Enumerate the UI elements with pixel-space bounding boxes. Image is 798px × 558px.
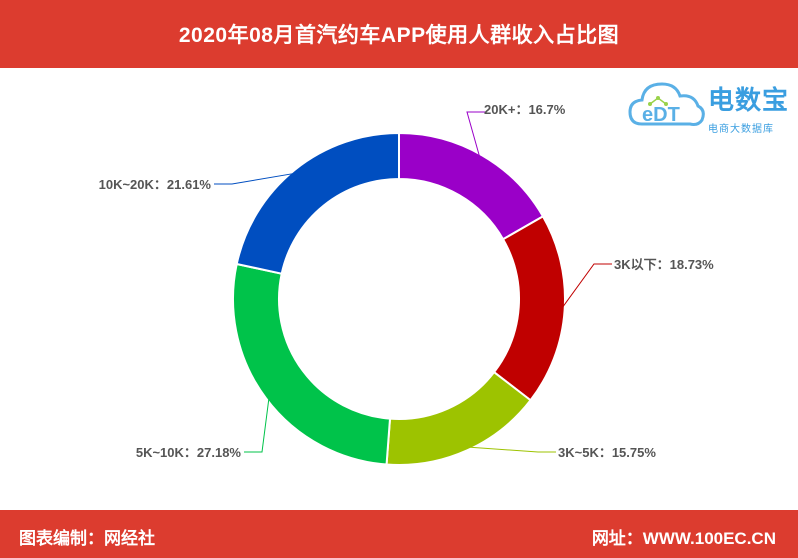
slice-label-1: 3K以下：18.73% (614, 257, 714, 272)
footer-source: 图表编制：网经社 (19, 529, 155, 548)
donut-slice-2 (385, 370, 532, 466)
leader-line-1 (560, 263, 612, 311)
donut-slice-4 (235, 131, 400, 275)
leader-line-3 (244, 395, 270, 453)
footer-url: 网址：WWW.100EC.CN (591, 529, 776, 548)
leader-line-2 (464, 446, 556, 453)
chart-footer: 图表编制：网经社 网址：WWW.100EC.CN (0, 510, 798, 558)
edt-logo: eDT 电数宝 电商大数据库 (628, 74, 794, 136)
chart-title: 2020年08月首汽约车APP使用人群收入占比图 (178, 24, 620, 47)
leader-line-4 (214, 172, 298, 185)
donut-slice-3 (232, 262, 392, 466)
cloud-logo-icon: eDT (628, 82, 705, 126)
logo-subtitle: 电商大数据库 (708, 124, 774, 135)
donut-slices (232, 131, 566, 466)
chart-header: 2020年08月首汽约车APP使用人群收入占比图 (0, 0, 798, 68)
leader-lines (214, 111, 612, 453)
donut-slice-0 (398, 131, 545, 241)
slice-label-2: 3K~5K：15.75% (558, 445, 656, 460)
logo-mark: eDT (642, 104, 680, 126)
slice-label-4: 10K~20K：21.61% (99, 177, 212, 192)
leader-line-0 (466, 111, 485, 159)
slice-labels: 20K+：16.7% 3K以下：18.73% 3K~5K：15.75% 5K~10K：… (99, 102, 715, 460)
donut-slice-1 (492, 214, 566, 402)
donut-chart: 20K+：16.7% 3K以下：18.73% 3K~5K：15.75% 5K~10K：… (99, 102, 715, 466)
slice-label-3: 5K~10K：27.18% (136, 445, 242, 460)
logo-brand: 电数宝 (708, 85, 790, 115)
slice-label-0: 20K+：16.7% (484, 102, 566, 117)
